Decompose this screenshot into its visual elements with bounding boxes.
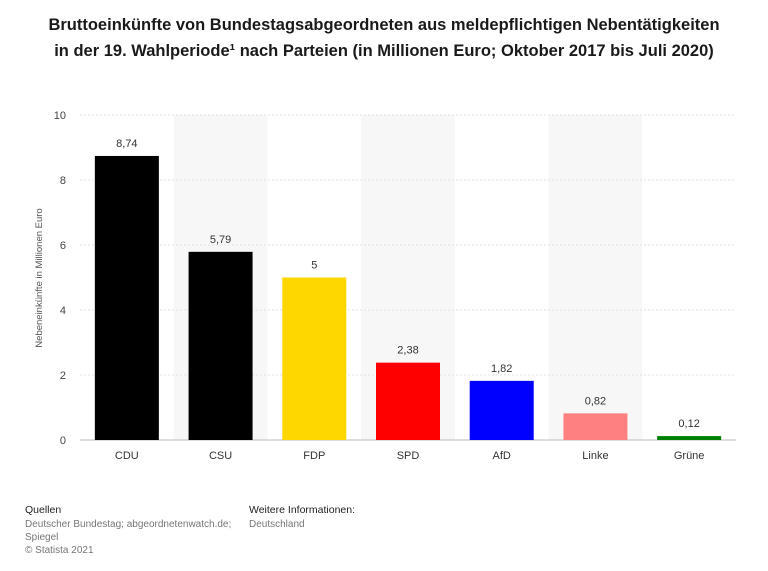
bar-linke[interactable] [563, 413, 628, 440]
y-axis-label: Nebeneinkünfte in Millionen Euro [34, 208, 45, 347]
y-tick-label: 6 [60, 240, 66, 252]
bar-grüne[interactable] [657, 436, 722, 440]
value-label: 0,82 [585, 395, 606, 407]
bar-spd[interactable] [376, 362, 440, 440]
value-label: 8,74 [116, 138, 137, 150]
value-label: 1,82 [491, 363, 512, 375]
sources-text-line1[interactable]: Deutscher Bundestag; abgeordnetenwatch.d… [25, 519, 232, 530]
y-tick-label: 8 [60, 175, 66, 187]
value-label: 5 [311, 260, 317, 272]
x-axis-ticks: CDU CSU FDP SPD AfD Linke Grüne [115, 450, 704, 462]
value-label: 5,79 [210, 234, 231, 246]
bar-afd[interactable] [469, 380, 534, 440]
y-tick-label: 2 [60, 370, 66, 382]
y-tick-label: 4 [60, 305, 66, 317]
copyright: © Statista 2021 [25, 545, 94, 556]
x-tick-label: AfD [493, 450, 511, 462]
chart-title: Bruttoeinkünfte von Bundestagsabgeordnet… [48, 16, 720, 60]
info-heading: Weitere Informationen: [249, 504, 356, 516]
x-tick-label: CDU [115, 450, 139, 462]
x-tick-label: CSU [209, 450, 232, 462]
bars [94, 155, 722, 441]
y-tick-label: 0 [60, 435, 66, 447]
sources-text-line2[interactable]: Spiegel [25, 532, 59, 543]
bar-csu[interactable] [188, 251, 253, 440]
y-axis-ticks: 0 2 4 6 8 10 [54, 110, 66, 447]
info-text: Deutschland [249, 519, 305, 530]
value-label: 2,38 [397, 345, 418, 357]
value-label: 0,12 [678, 418, 699, 430]
x-tick-label: SPD [397, 450, 420, 462]
info-block: Weitere Informationen: Deutschland [249, 504, 449, 531]
bar-chart: 0 2 4 6 8 10 8,74 5,79 5 2,38 1,82 0,82 0,12 CDU CSU… [34, 110, 736, 462]
value-labels: 8,74 5,79 5 2,38 1,82 0,82 0,12 [116, 138, 700, 430]
x-tick-label: Linke [582, 450, 608, 462]
sources-block: Quellen Deutscher Bundestag; abgeordnete… [25, 504, 235, 557]
y-tick-label: 10 [54, 110, 66, 122]
category-band [548, 115, 643, 440]
sources-heading: Quellen [25, 504, 62, 516]
x-tick-label: FDP [303, 450, 325, 462]
bar-fdp[interactable] [282, 277, 347, 441]
bar-cdu[interactable] [94, 155, 159, 440]
x-tick-label: Grüne [674, 450, 705, 462]
